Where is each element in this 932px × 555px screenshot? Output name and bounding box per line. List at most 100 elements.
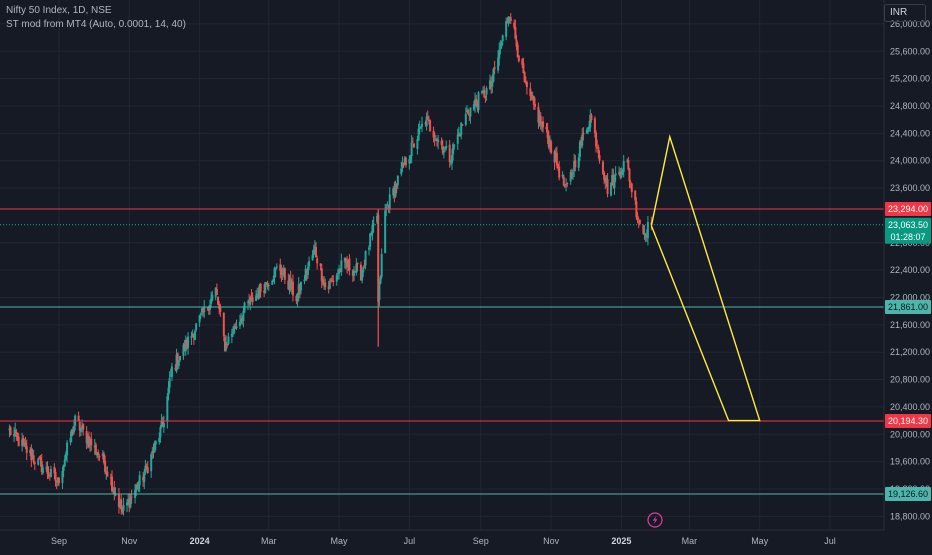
candle (554, 147, 557, 163)
candle (191, 329, 194, 337)
candle (392, 186, 395, 199)
candle (238, 314, 241, 330)
candle (58, 476, 60, 486)
candle (259, 282, 262, 298)
candle (642, 224, 645, 235)
candle (296, 292, 299, 307)
lightning-icon[interactable] (647, 512, 663, 528)
candle (400, 161, 403, 177)
candle (316, 255, 319, 270)
candle (287, 273, 290, 291)
candle (379, 275, 382, 285)
candle (516, 41, 519, 58)
candle (561, 171, 564, 179)
candle (432, 126, 435, 143)
candle (429, 119, 432, 133)
symbol-title[interactable]: Nifty 50 Index, 1D, NSE (6, 5, 112, 16)
indicator-title[interactable]: ST mod from MT4 (Auto, 0.0001, 14, 40) (6, 19, 186, 30)
candle (441, 139, 444, 156)
candle (283, 267, 286, 285)
price-tick-label: 18,800.00 (890, 511, 930, 521)
candle (56, 477, 59, 487)
candle (417, 123, 420, 141)
price-tick-label: 26,000.00 (890, 19, 930, 29)
candle (81, 419, 84, 433)
candle (271, 279, 274, 286)
chart-legend[interactable]: Nifty 50 Index, 1D, NSE ST mod from MT4 … (6, 4, 186, 32)
candle (142, 471, 145, 487)
candle (200, 307, 203, 316)
candle (61, 466, 64, 490)
candle (336, 268, 339, 280)
candle (530, 91, 533, 101)
candle (408, 155, 411, 170)
candle (190, 331, 193, 345)
candle (629, 180, 632, 189)
candle (427, 115, 430, 125)
candle (477, 91, 480, 114)
candle (182, 342, 185, 360)
candle (86, 433, 89, 448)
candle (267, 282, 270, 291)
candle (235, 319, 238, 330)
candle (580, 136, 583, 148)
candle (484, 95, 487, 103)
candle (644, 233, 647, 242)
time-axis[interactable]: Sep Nov 2024 Mar May Jul Sep Nov 2025 Mar May Jul (51, 536, 836, 546)
candle (144, 459, 147, 475)
candle (119, 498, 122, 509)
level-price-label: 21,861.00 (888, 302, 928, 312)
candle (303, 275, 306, 285)
candle (548, 135, 551, 153)
candle (369, 232, 372, 251)
candle (23, 438, 26, 448)
candle (79, 427, 82, 436)
candle (507, 16, 510, 27)
time-tick-label: Jul (404, 536, 416, 546)
candle (120, 494, 123, 515)
candle (393, 181, 396, 203)
candle (308, 256, 311, 271)
candle (55, 480, 58, 490)
candle (453, 144, 456, 150)
candle (371, 219, 374, 241)
candle (202, 307, 205, 317)
price-axis[interactable]: 18,800.0019,200.0019,600.0020,000.0020,4… (890, 19, 930, 521)
candle (540, 121, 543, 132)
horizontal-levels[interactable] (0, 208, 884, 495)
candle (539, 112, 542, 130)
projection-drawing[interactable] (650, 134, 761, 422)
time-tick-label: Sep (51, 536, 67, 546)
candle (555, 146, 558, 169)
candle (25, 439, 28, 461)
candle (402, 162, 405, 169)
candle (574, 155, 577, 172)
price-tick-label: 21,200.00 (890, 347, 930, 357)
candle (459, 133, 462, 137)
candle (137, 480, 140, 492)
candle (77, 411, 80, 422)
candle (112, 486, 115, 495)
candle (72, 419, 75, 435)
candle (255, 290, 258, 302)
candle (241, 315, 244, 325)
candle (250, 288, 253, 302)
candle (452, 142, 455, 161)
candle (542, 116, 545, 133)
candle (578, 139, 581, 162)
candle (152, 443, 155, 459)
candle (331, 275, 334, 282)
candle (533, 97, 536, 110)
candle (89, 437, 92, 453)
candle (354, 270, 357, 273)
candle (467, 108, 470, 115)
candle (425, 112, 428, 131)
candle (130, 489, 133, 504)
candle (348, 254, 351, 276)
currency-button[interactable]: INR (884, 4, 926, 22)
candle (185, 337, 188, 350)
candle (442, 146, 445, 159)
grid (0, 0, 884, 530)
